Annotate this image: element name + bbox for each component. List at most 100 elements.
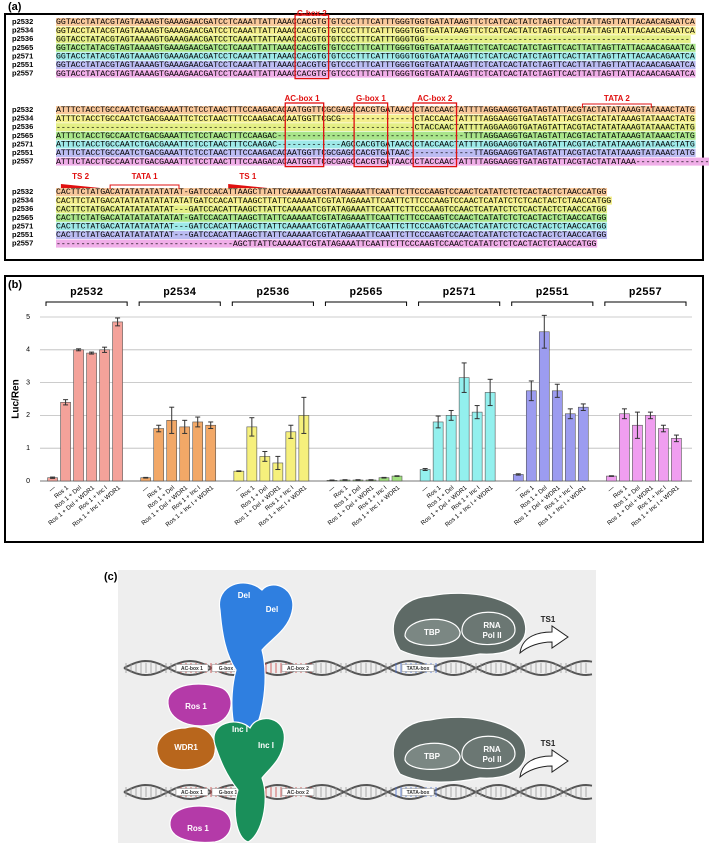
- error-bar: [567, 408, 573, 420]
- group-header: p2536: [256, 287, 289, 299]
- sequence: GGTACCTATACGTAGTAAAAGTGAAAGAACGATCCTCAAA…: [56, 61, 695, 70]
- error-bar: [102, 346, 108, 353]
- sequence-name: p2565: [12, 43, 33, 52]
- wdr1-protein: [156, 726, 216, 771]
- ts-label: TS1: [541, 739, 556, 748]
- error-bar: [528, 380, 534, 402]
- ts-arrow: [519, 749, 569, 779]
- group-header: p2532: [70, 287, 103, 299]
- bar: [233, 470, 245, 482]
- bar: [73, 349, 84, 482]
- bar: [153, 428, 165, 482]
- panel-label: (c): [104, 571, 118, 583]
- sequence-name: p2551: [12, 230, 33, 239]
- bar: [619, 413, 630, 482]
- dna-strand: [123, 659, 593, 677]
- row-highlight: [56, 18, 696, 26]
- sequence: CACTTCTATGACATATATATATATATATGATCCACATTAA…: [56, 197, 611, 206]
- sequence-name: p2565: [12, 131, 33, 140]
- error-bar: [76, 348, 82, 352]
- sequence: ATTTCTACCTGCCAATCTGACGAAATTCTCCTAACTTTCC…: [56, 158, 709, 167]
- rna-pol-ii: [461, 735, 516, 770]
- error-bar: [394, 475, 400, 477]
- bar: [671, 438, 682, 482]
- element-label: TATA-box: [407, 666, 430, 672]
- factor-label: Ros 1: [187, 824, 209, 833]
- dna-strand: [123, 783, 593, 801]
- sequence: ATTTCTACCTGCCAATCTGACGAAATTCTCCTAACTTTCC…: [56, 149, 695, 158]
- error-bar: [143, 476, 149, 479]
- ts-label: TS1: [541, 615, 556, 624]
- row-highlight: [56, 52, 696, 61]
- bar: [538, 331, 550, 482]
- sequence: ATTTCTACCTGCCAATCTGACGAAATTCTCCTAACTTTCC…: [56, 115, 695, 124]
- sequence-name: p2557: [12, 157, 33, 166]
- tata-bracket: [109, 184, 180, 189]
- error-bar: [275, 455, 281, 471]
- sequence-name: p2557: [12, 69, 33, 78]
- factor-label: Del: [238, 591, 250, 600]
- sequence: CACTTCTATGACATATATATATATAT-GATCCACATTAAG…: [56, 188, 606, 197]
- pol-label: RNA: [483, 621, 501, 630]
- panel-b-frame: [4, 275, 704, 543]
- row-highlight: [56, 213, 608, 222]
- sequence: GGTACCTATACGTAGTAAAAGTGAAAGAACGATCCTCAAA…: [56, 18, 695, 27]
- row-highlight: [56, 196, 612, 205]
- inc-i-protein: [213, 718, 285, 843]
- factor-label: Del: [266, 605, 278, 614]
- sequence-name: p2534: [12, 196, 34, 205]
- group-bracket: [231, 301, 314, 306]
- element-label: G-box 1: [219, 790, 238, 796]
- element-box: [281, 664, 315, 672]
- motif-label: TATA 2: [604, 94, 630, 103]
- error-bar: [89, 351, 95, 355]
- motif-label: TS 2: [72, 172, 89, 181]
- del-protein: [218, 582, 294, 746]
- bar: [205, 424, 217, 482]
- bar: [99, 349, 110, 482]
- sequence: CACTTCTATGACATATATATATAT---GATCCACATTAAG…: [56, 223, 606, 232]
- group-header: p2551: [536, 287, 569, 299]
- row-highlight: [56, 222, 608, 231]
- motif-box: [294, 14, 330, 80]
- error-bar: [647, 411, 653, 420]
- bar: [112, 321, 123, 482]
- sequence: ATTTCTACCTGCCAATCTGACGAAATTCTCCTAACTTTCC…: [56, 141, 695, 150]
- error-bar: [301, 396, 307, 434]
- group-bracket: [511, 301, 594, 306]
- row-highlight: [56, 205, 608, 214]
- x-tick-label: —: [420, 484, 430, 494]
- error-bar: [50, 476, 56, 479]
- motif-box: [284, 102, 325, 168]
- factor-label: Inc I: [258, 741, 274, 750]
- row-highlight: [56, 43, 696, 52]
- error-bar: [554, 383, 560, 398]
- group-header: p2534: [163, 287, 196, 299]
- sequence-name: p2565: [12, 213, 33, 222]
- error-bar: [461, 362, 467, 393]
- x-tick-label: —: [234, 484, 244, 494]
- sequence-name: p2551: [12, 60, 33, 69]
- row-highlight: [56, 35, 691, 44]
- x-tick-label: —: [327, 484, 337, 494]
- error-bar: [422, 468, 428, 472]
- row-highlight: [56, 149, 696, 157]
- bar: [658, 428, 669, 482]
- bar: [86, 352, 97, 482]
- bar: [432, 421, 444, 482]
- sequence: ------------------------------------AGCT…: [56, 240, 597, 249]
- motif-label: G-box 2: [297, 9, 327, 18]
- row-highlight: [56, 239, 598, 248]
- element-box: [175, 788, 209, 796]
- sequence-name: p2571: [12, 221, 33, 230]
- sequence-name: p2534: [12, 26, 34, 35]
- ts-arrow: [60, 184, 101, 188]
- y-tick-label: 2: [26, 412, 30, 419]
- bar: [577, 406, 589, 482]
- sequence: ATTTCTACCTGCCAATCTGACGAAATTCTCCTAACTTTCC…: [56, 132, 695, 141]
- element-box: [175, 664, 209, 672]
- bar: [551, 390, 563, 482]
- sequence-name: p2571: [12, 139, 33, 148]
- motif-label: AC-box 2: [417, 94, 453, 103]
